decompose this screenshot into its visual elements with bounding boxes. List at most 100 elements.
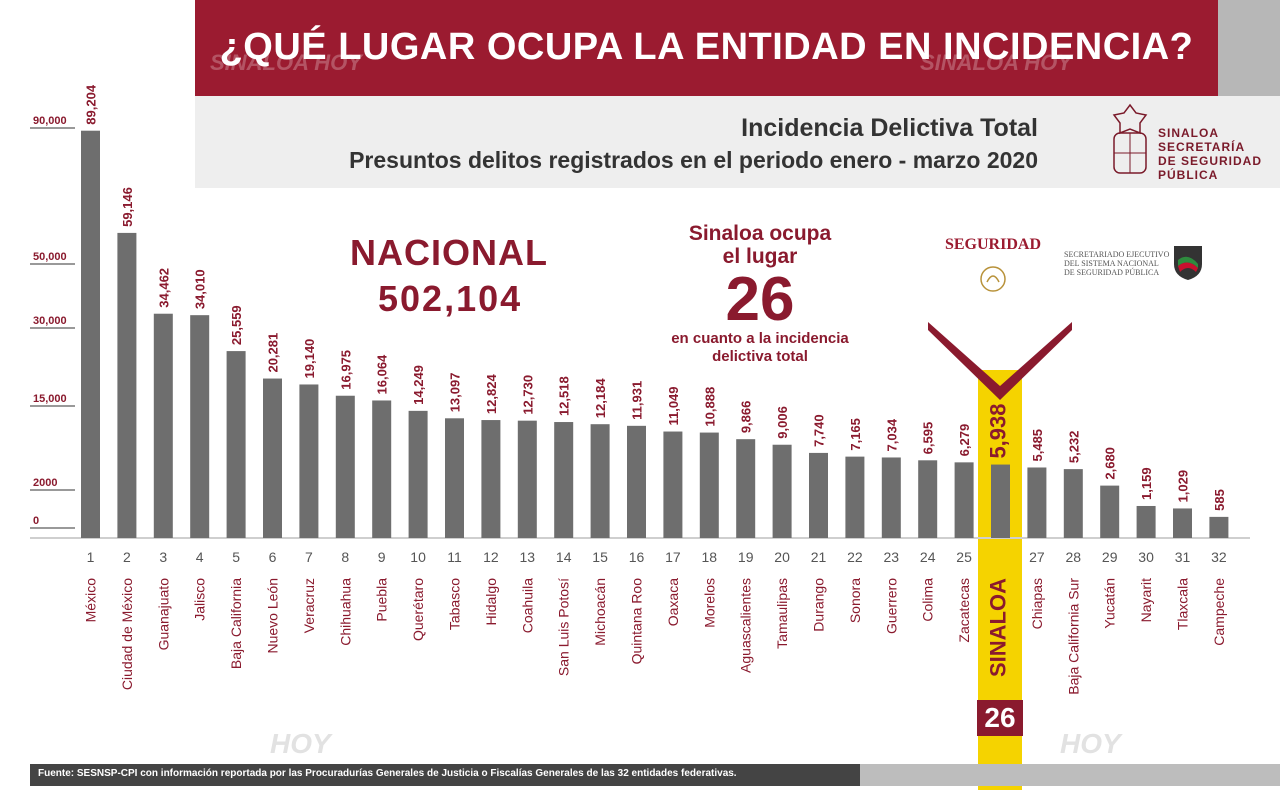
bar-value-label: 34,462 <box>156 268 171 308</box>
bar <box>517 420 537 538</box>
bar-value-label: 6,279 <box>957 424 972 457</box>
bar-value-label: 1,029 <box>1176 470 1191 503</box>
source-footnote: Fuente: SESNSP-CPI con información repor… <box>38 768 737 779</box>
rank-label: 16 <box>629 549 645 565</box>
category-label: Tabasco <box>447 578 463 630</box>
category-label: Yucatán <box>1102 578 1118 629</box>
bar-value-label: 11,049 <box>666 386 681 425</box>
sesnsp-line-2: DEL SISTEMA NACIONAL <box>1064 259 1159 268</box>
bar <box>918 460 938 538</box>
bar <box>445 418 464 538</box>
rank-label: 13 <box>520 549 536 565</box>
placement-line-3: en cuanto a la incidencia <box>671 330 849 347</box>
sesnsp-shield-icon <box>1174 246 1202 280</box>
placement-line-2: el lugar <box>722 245 798 268</box>
bar-value-label: 585 <box>1212 489 1227 511</box>
category-label: Coahuila <box>519 578 535 633</box>
bar <box>590 424 610 538</box>
mexico-eagle-icon <box>980 266 1006 292</box>
sinaloa-seal-icon <box>1112 103 1148 174</box>
rank-label: 1 <box>87 549 95 565</box>
category-label: Zacatecas <box>956 578 972 643</box>
rank-label: 19 <box>738 549 754 565</box>
category-label: Baja California Sur <box>1065 578 1081 695</box>
bar-value-label: 5,938 <box>986 403 1011 458</box>
title-band-accent <box>1218 0 1280 96</box>
rank-label: 6 <box>269 549 277 565</box>
bar-value-label: 20,281 <box>266 333 281 373</box>
category-label: Durango <box>811 578 827 632</box>
category-label: Tamaulipas <box>774 578 790 649</box>
category-label: Campeche <box>1211 578 1227 646</box>
watermark-hoy-right: HOY <box>1060 728 1121 759</box>
page-title: ¿QUÉ LUGAR OCUPA LA ENTIDAD EN INCIDENCI… <box>219 26 1194 68</box>
category-label: Baja California <box>228 578 244 669</box>
rank-label: 32 <box>1211 549 1227 565</box>
bar <box>627 425 646 538</box>
y-tick-label: 0 <box>33 515 39 527</box>
category-label: Colima <box>920 578 936 622</box>
bar-value-label: 6,595 <box>921 422 936 455</box>
category-label: Guanajuato <box>155 578 171 651</box>
bar-value-label: 7,165 <box>848 418 863 451</box>
bar <box>1173 508 1192 538</box>
bar <box>991 464 1010 538</box>
rank-label: 2 <box>123 549 131 565</box>
bar <box>117 232 137 538</box>
category-label: Tlaxcala <box>1175 578 1191 630</box>
watermark-brand-left: SINALOA HOY <box>210 50 362 75</box>
bar-value-label: 7,740 <box>812 414 827 447</box>
bar-value-label: 10,888 <box>702 387 717 427</box>
bar-value-label: 2,680 <box>1103 447 1118 480</box>
sinaloa-chevron-icon <box>928 322 1072 400</box>
rank-label: 4 <box>196 549 204 565</box>
category-label: Oaxaca <box>665 578 681 626</box>
bar <box>845 456 865 538</box>
bar-value-label: 5,232 <box>1066 431 1081 464</box>
bar <box>153 313 173 538</box>
category-label: México <box>83 578 99 623</box>
bar <box>1136 505 1156 538</box>
bar <box>190 315 210 538</box>
subtitle-period: Presuntos delitos registrados en el peri… <box>349 147 1038 173</box>
sinaloa-rank-badge: 26 <box>977 700 1023 736</box>
bar <box>372 400 392 538</box>
bar-value-label: 9,866 <box>739 401 754 434</box>
rank-label: 10 <box>410 549 426 565</box>
category-label: Michoacán <box>592 578 608 646</box>
bar <box>954 462 974 538</box>
placement-line-4: delictiva total <box>712 348 808 365</box>
rank-label: 22 <box>847 549 863 565</box>
rank-label: 24 <box>920 549 936 565</box>
rank-label: 25 <box>956 549 972 565</box>
rank-label: 15 <box>592 549 608 565</box>
rank-label: 7 <box>305 549 313 565</box>
bar <box>299 384 319 538</box>
rank-label: 29 <box>1102 549 1118 565</box>
nacional-value: 502,104 <box>378 278 523 319</box>
category-label: Nayarit <box>1138 578 1154 622</box>
bar-value-label: 13,097 <box>448 373 463 413</box>
bar-value-label: 59,146 <box>120 187 135 227</box>
subtitle-main: Incidencia Delictiva Total <box>741 114 1038 142</box>
bar <box>263 378 282 538</box>
ssp-line-2: SECRETARÍA <box>1158 140 1246 154</box>
bar <box>1209 516 1229 538</box>
rank-label: 21 <box>811 549 827 565</box>
ssp-line-3: DE SEGURIDAD <box>1158 154 1263 168</box>
bar <box>1027 467 1047 538</box>
bar-value-label: 16,975 <box>338 350 353 390</box>
rank-label: 28 <box>1066 549 1082 565</box>
bar <box>881 457 901 538</box>
category-label: Quintana Roo <box>629 578 645 665</box>
category-label: Sonora <box>847 578 863 623</box>
y-tick-label: 15,000 <box>33 393 67 405</box>
bar-value-label: 12,730 <box>520 375 535 415</box>
category-label: Veracruz <box>301 578 317 633</box>
bar <box>81 130 100 538</box>
bar <box>554 422 574 538</box>
rank-label: 11 <box>447 549 462 565</box>
bar-value-label: 16,064 <box>375 354 390 395</box>
y-axis: 0 2000 15,000 30,000 50,000 90,000 <box>30 115 75 529</box>
